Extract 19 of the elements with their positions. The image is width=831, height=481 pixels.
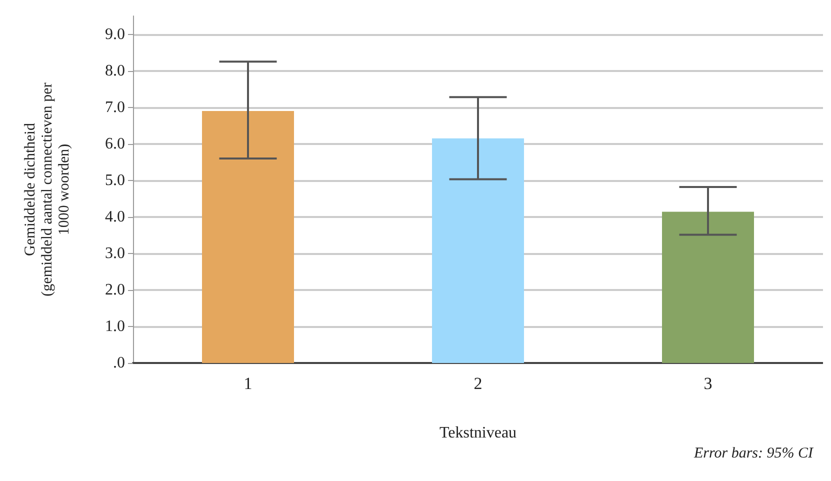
x-tick-label: 1 bbox=[244, 374, 252, 393]
bar bbox=[202, 110, 294, 363]
text: Error bars: 95% CI bbox=[692, 446, 814, 462]
y-tick-label: 4.0 bbox=[105, 208, 125, 226]
y-tick-label: 9.0 bbox=[105, 26, 125, 43]
y-tick-label: 3.0 bbox=[105, 244, 125, 262]
y-axis-title: Gemiddelde dichtheid (gemiddeld aantal connectieven per 1000 woorden) bbox=[22, 82, 72, 296]
bar bbox=[432, 138, 524, 363]
y-tick-label: .0 bbox=[113, 354, 125, 372]
x-axis-title: Tekstniveau bbox=[439, 424, 517, 442]
y-tick-label: 5.0 bbox=[105, 172, 125, 189]
x-tick-label: 2 bbox=[474, 374, 482, 393]
y-tick-label: 8.0 bbox=[105, 62, 125, 80]
y-tick-label: 2.0 bbox=[105, 281, 125, 298]
x-tick-label: 3 bbox=[704, 374, 712, 393]
y-tick-label: 6.0 bbox=[105, 135, 125, 152]
y-tick-label: 7.0 bbox=[105, 98, 125, 116]
bar bbox=[662, 212, 754, 363]
y-tick-label: 1.0 bbox=[105, 318, 125, 335]
